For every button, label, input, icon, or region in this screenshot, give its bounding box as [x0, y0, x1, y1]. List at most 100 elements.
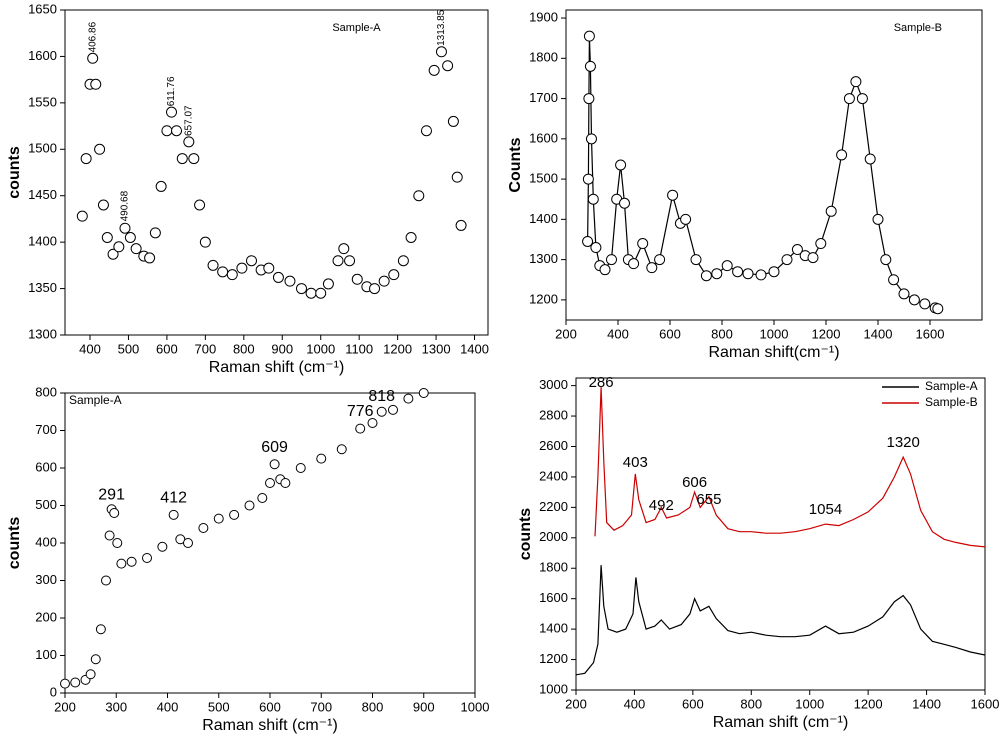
data-point: [376, 406, 387, 417]
data-point: [119, 222, 131, 234]
y-tick-label: 2200: [539, 499, 568, 514]
data-point: [888, 274, 900, 286]
data-point: [619, 197, 630, 209]
data-point: [584, 60, 596, 72]
data-point: [815, 238, 827, 250]
data-point: [843, 93, 855, 105]
series-line: [594, 387, 986, 548]
data-point: [369, 283, 381, 295]
data-point: [583, 93, 595, 105]
data-point: [587, 193, 599, 205]
data-point: [455, 219, 467, 231]
data-point: [213, 513, 224, 524]
peak-label: 412: [160, 489, 187, 506]
data-point: [305, 287, 317, 299]
y-tick-label: 1500: [529, 171, 558, 186]
y-tick-label: 1200: [539, 651, 568, 666]
x-axis-label: Raman shift (cm⁻¹): [209, 359, 345, 376]
x-tick-label: 800: [362, 699, 384, 714]
data-point: [332, 255, 344, 267]
data-point: [791, 244, 803, 256]
y-tick-label: 600: [35, 459, 57, 474]
data-point: [168, 509, 179, 520]
plot-frame: [575, 377, 986, 691]
peak-label: 286: [589, 374, 614, 391]
data-point: [198, 523, 209, 533]
data-point: [236, 262, 248, 274]
data-point: [397, 255, 409, 267]
data-point: [142, 553, 152, 563]
data-point: [155, 180, 167, 192]
x-tick-label: 400: [79, 341, 101, 356]
peak-label: 609: [261, 439, 288, 456]
y-axis-label: Counts: [507, 137, 524, 192]
data-point: [94, 143, 106, 155]
data-point: [95, 624, 106, 635]
data-point: [263, 262, 275, 274]
peak-label: 606: [682, 474, 707, 491]
data-point: [856, 93, 868, 105]
data-point: [405, 232, 417, 243]
y-axis-label: counts: [6, 517, 23, 570]
data-point: [872, 213, 884, 225]
y-tick-label: 800: [35, 384, 57, 399]
data-point: [116, 558, 127, 569]
x-tick-label: 1200: [854, 696, 883, 711]
y-tick-label: 2600: [539, 438, 568, 453]
data-point: [207, 259, 219, 271]
x-tick-label: 800: [711, 326, 733, 341]
data-point: [781, 254, 793, 266]
data-point: [166, 106, 178, 118]
y-tick-label: 100: [35, 647, 57, 662]
data-point: [755, 269, 767, 281]
peak-label: 1320: [887, 434, 920, 451]
data-point: [104, 530, 115, 541]
data-point: [101, 232, 113, 243]
data-point: [606, 254, 617, 266]
data-point: [351, 273, 363, 285]
x-tick-label: 800: [233, 341, 255, 356]
data-point: [590, 242, 602, 254]
legend-label: Sample-A: [69, 393, 122, 407]
peak-label: 655: [696, 491, 721, 508]
legend-label: Sample-A: [925, 379, 978, 393]
y-tick-label: 1500: [28, 141, 57, 156]
data-point: [199, 236, 211, 248]
y-tick-label: 700: [35, 422, 57, 437]
y-tick-label: 1300: [28, 326, 57, 341]
y-axis-label: counts: [6, 146, 23, 199]
data-point: [265, 478, 275, 488]
data-point: [367, 418, 378, 428]
data-point: [101, 575, 111, 586]
data-point: [428, 64, 440, 76]
data-point: [850, 76, 862, 88]
x-tick-label: 500: [208, 699, 230, 714]
data-point: [229, 509, 240, 520]
data-point: [447, 115, 459, 127]
y-tick-label: 1650: [28, 1, 57, 16]
data-point: [442, 60, 454, 72]
data-point: [188, 153, 200, 165]
data-point: [344, 255, 356, 267]
data-point: [157, 541, 168, 552]
data-point: [585, 133, 597, 145]
data-point: [435, 46, 447, 58]
peak-label: 818: [368, 388, 395, 405]
data-point: [183, 538, 193, 548]
data-point: [257, 493, 268, 503]
data-point: [742, 268, 754, 280]
data-point: [388, 404, 398, 415]
x-tick-label: 600: [259, 699, 281, 714]
x-tick-label: 1000: [795, 696, 824, 711]
data-point: [97, 199, 109, 211]
data-point: [87, 52, 99, 64]
x-tick-label: 400: [607, 326, 629, 341]
data-point: [280, 478, 291, 488]
x-tick-label: 1300: [422, 341, 451, 356]
y-tick-label: 500: [35, 497, 57, 512]
y-tick-label: 1550: [28, 94, 57, 109]
data-point: [413, 190, 425, 202]
y-tick-label: 400: [35, 534, 57, 549]
